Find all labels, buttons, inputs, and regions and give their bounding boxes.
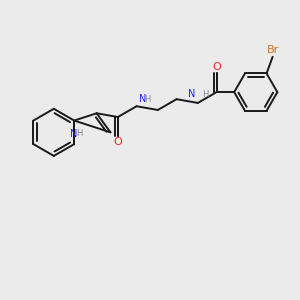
Text: Br: Br — [266, 45, 279, 55]
Text: O: O — [113, 137, 122, 147]
Text: N: N — [70, 129, 77, 140]
Text: H: H — [144, 95, 151, 104]
Text: H: H — [202, 90, 208, 99]
Text: O: O — [212, 62, 221, 72]
Text: N: N — [188, 89, 196, 99]
Text: N: N — [139, 94, 146, 104]
Text: H: H — [76, 129, 82, 138]
